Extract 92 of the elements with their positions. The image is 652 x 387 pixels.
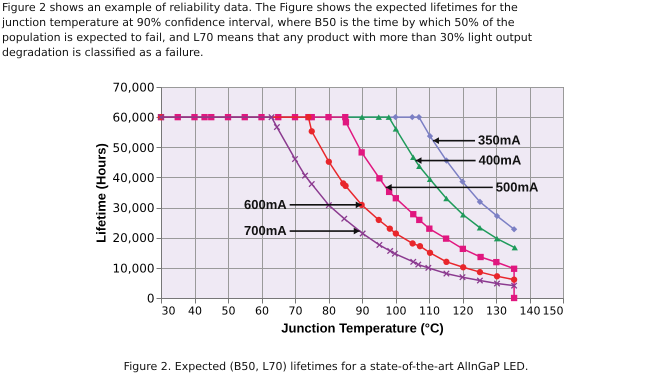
point: [443, 270, 450, 277]
y-tick-label: 50,000: [112, 140, 154, 155]
point: [409, 240, 416, 247]
x-tick-label: 50: [222, 304, 236, 318]
x-tick-label: 110: [419, 304, 440, 318]
point: [392, 230, 399, 237]
annotation: 400mA: [478, 152, 522, 168]
x-tick-label: 140: [520, 304, 540, 318]
y-tick-label: 60,000: [112, 110, 154, 125]
x-tick-label: 90: [356, 304, 370, 318]
point: [494, 212, 500, 220]
point: [302, 172, 308, 180]
y-tick-label: 10,000: [112, 261, 154, 276]
point: [459, 274, 466, 281]
y-tick-label: 20,000: [112, 231, 154, 246]
point: [510, 294, 518, 302]
x-tick-label: 60: [255, 304, 269, 318]
point: [476, 225, 484, 231]
point: [308, 180, 316, 188]
point: [416, 164, 422, 170]
point: [476, 268, 484, 276]
x-tick-label: 100: [386, 304, 406, 318]
x-tick-label: 120: [452, 304, 474, 318]
point: [410, 211, 416, 218]
annotation: 500mA: [496, 179, 540, 194]
point: [459, 178, 466, 185]
y-axis-title: Lifetime (Hours): [94, 143, 109, 243]
x-tick-label: 70: [288, 304, 302, 318]
point: [359, 230, 366, 237]
point: [510, 276, 518, 283]
point: [342, 119, 350, 126]
point: [494, 236, 500, 242]
point: [376, 114, 382, 120]
x-tick-label: 150: [542, 304, 564, 318]
annotation: 700mA: [244, 223, 288, 238]
point: [460, 246, 466, 252]
x-tick-label: 80: [322, 304, 336, 318]
point: [392, 114, 399, 120]
caption: Figure 2. Expected (B50, L70) lifetimes for a state-of-the-art AlInGaP LED.: [124, 360, 528, 373]
point: [376, 216, 382, 224]
point: [426, 132, 434, 140]
point: [340, 215, 348, 222]
point: [476, 198, 484, 206]
point: [460, 264, 466, 270]
point: [342, 182, 349, 190]
point: [386, 114, 392, 120]
point: [494, 280, 500, 287]
annotation: 350mA: [478, 132, 522, 148]
point: [512, 244, 518, 250]
point: [386, 188, 392, 196]
point: [510, 266, 518, 272]
point: [410, 154, 416, 160]
point: [358, 149, 365, 156]
point: [494, 273, 500, 280]
y-tick-label: 30,000: [112, 201, 154, 216]
point: [308, 128, 315, 134]
point: [274, 124, 280, 130]
point: [386, 226, 393, 232]
point: [442, 235, 450, 242]
x-tick-label: 30: [162, 304, 176, 318]
point: [392, 126, 399, 132]
point: [416, 216, 422, 224]
x-tick-label: 40: [188, 304, 202, 318]
annotation: 600mA: [244, 196, 288, 212]
point: [268, 114, 275, 121]
point: [477, 254, 484, 260]
point: [292, 156, 298, 162]
point: [443, 196, 450, 202]
point: [416, 114, 422, 120]
point: [426, 226, 432, 232]
y-tick-label: 0: [146, 292, 154, 306]
point: [493, 258, 500, 266]
point: [358, 114, 366, 120]
point: [426, 250, 434, 256]
x-tick-label: 130: [486, 304, 507, 318]
point: [510, 282, 518, 290]
y-tick-label: 70,000: [112, 80, 154, 94]
point: [376, 242, 383, 248]
point: [426, 176, 434, 182]
caption: Figure 2 shows an example of reliability data. The Figure shows the expected lifetimes for the junction temperature at 90% confidence interval, where B50 is the time by which 50% of the population is expected to fail, and L70 means that any product with more than 30% light output degradation is classified as a failure.: [1, 1, 533, 59]
point: [392, 195, 399, 202]
point: [476, 277, 484, 284]
x-axis-title: Junction Temperature (°C): [281, 320, 444, 336]
point: [424, 264, 432, 272]
point: [409, 114, 416, 120]
point: [325, 114, 332, 120]
point: [326, 158, 332, 165]
point: [443, 258, 450, 265]
y-tick-label: 40,000: [112, 170, 154, 185]
point: [416, 243, 424, 250]
point: [510, 226, 518, 232]
point: [376, 175, 383, 182]
